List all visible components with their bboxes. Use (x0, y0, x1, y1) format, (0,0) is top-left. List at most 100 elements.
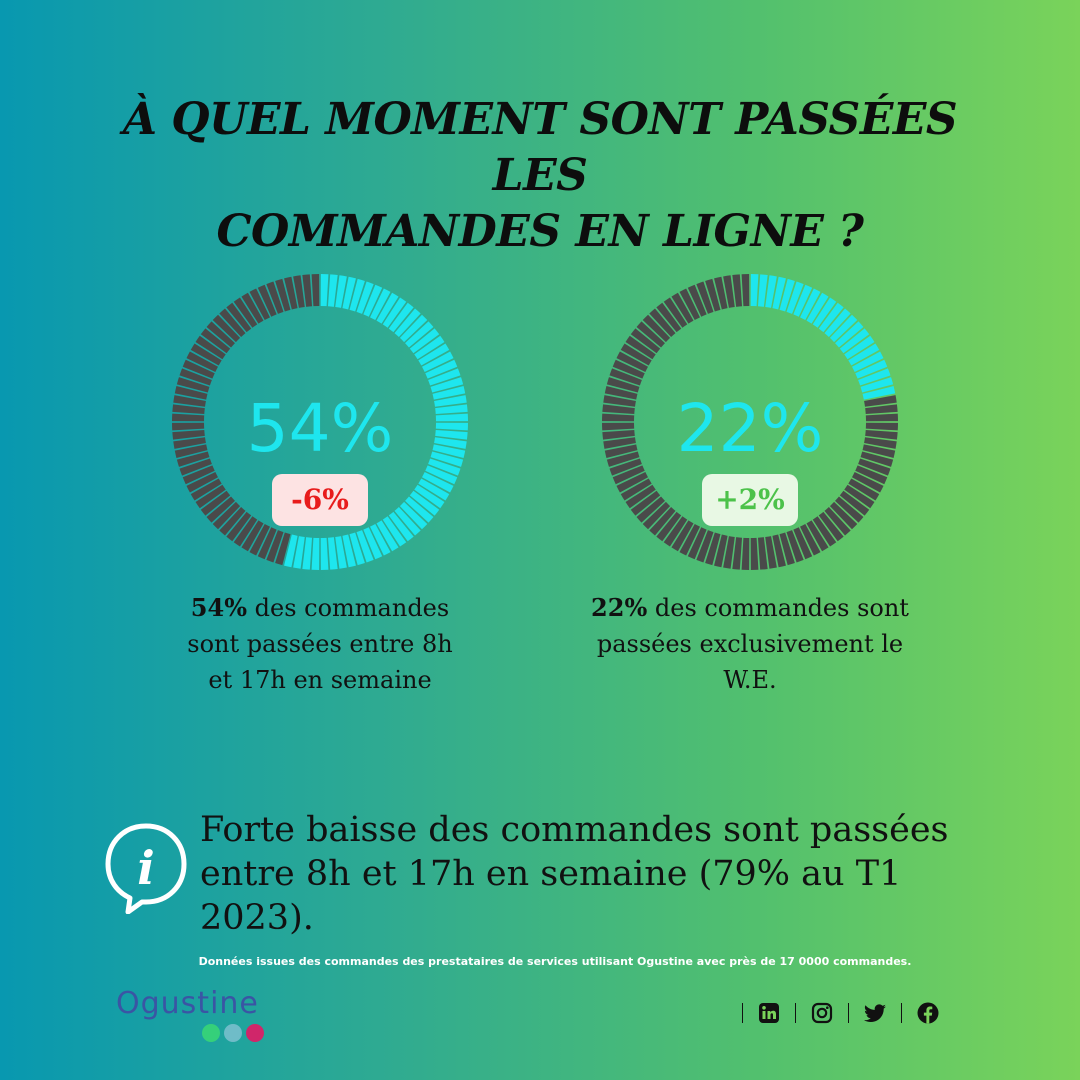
donut-svg-weekday (172, 274, 468, 570)
donut-segment-filled (335, 275, 347, 308)
donut-segment-filled (824, 308, 851, 337)
caption-weekend-text: des commandes sont passées exclusivement… (596, 594, 909, 694)
donut-segment-filled (418, 343, 450, 366)
donut-segment-filled (421, 351, 454, 372)
donut-segment-filled (349, 532, 365, 566)
linkedin-icon[interactable] (757, 1001, 781, 1025)
donut-segment-empty (173, 395, 206, 407)
donut-segment-filled (786, 281, 804, 314)
donut-segment-empty (625, 484, 656, 509)
donut-segment-empty (865, 404, 898, 415)
donut-segment-filled (806, 292, 829, 324)
donut-segment-empty (606, 377, 640, 393)
donut-segment-filled (428, 368, 461, 386)
donut-segment-empty (732, 274, 743, 307)
donut-segment-empty (757, 537, 768, 570)
donut-segment-empty (172, 429, 205, 440)
donut-segment-filled (434, 395, 467, 407)
donut-segment-filled (432, 386, 466, 400)
donut-segment-empty (671, 520, 694, 552)
donut-segment-empty (602, 429, 635, 440)
donut-segment-empty (612, 465, 645, 485)
donut-segment-empty (186, 472, 219, 493)
donut-segment-empty (818, 511, 844, 542)
donut-segment-empty (206, 496, 235, 523)
donut-segment-filled (327, 537, 338, 570)
donut-segment-empty (864, 395, 897, 407)
donut-segment-empty (636, 321, 665, 348)
donut-segment-empty (865, 429, 898, 440)
donut-segment-filled (862, 386, 896, 400)
donut-segment-empty (636, 496, 665, 523)
donut-segment-filled (765, 275, 777, 308)
donut-segment-filled (425, 465, 458, 485)
donut-segment-empty (249, 523, 270, 556)
brand-name: Ogustine (116, 986, 259, 1021)
donut-segment-empty (741, 537, 750, 570)
donut-segment-empty (723, 536, 735, 569)
donut-segment-filled (432, 444, 466, 458)
donut-segment-empty (848, 478, 880, 501)
donut-segment-empty (190, 478, 222, 501)
donut-segment-filled (409, 328, 440, 354)
donut-segment-filled (435, 422, 468, 431)
donut-segment-filled (750, 274, 759, 307)
donut-segment-filled (376, 520, 399, 552)
donut-segment-empty (800, 523, 821, 556)
brand-dot-magenta (246, 1024, 264, 1042)
donut-segment-empty (786, 530, 804, 563)
donut-segment-empty (656, 302, 682, 333)
donut-segment-filled (421, 472, 454, 493)
donut-segment-filled (382, 516, 407, 547)
donut-segment-empty (212, 501, 241, 530)
donut-segment-filled (860, 377, 894, 393)
divider (848, 1003, 849, 1023)
donut-segment-empty (663, 516, 688, 547)
facebook-icon[interactable] (916, 1001, 940, 1025)
donut-segment-empty (625, 335, 656, 360)
donut-segment-filled (851, 351, 884, 372)
donut-segment-empty (609, 368, 642, 386)
title-line-2: COMMANDES EN LIGNE ? (216, 206, 864, 257)
donut-segment-filled (779, 278, 795, 312)
donut-segment-empty (858, 458, 891, 476)
donut-segment-filled (388, 302, 414, 333)
donut-segment-empty (714, 534, 728, 568)
donut-segment-filled (812, 297, 837, 328)
donut-segment-filled (382, 297, 407, 328)
donut-segment-empty (241, 292, 264, 324)
donut-svg-weekend (602, 274, 898, 570)
donut-segment-empty (212, 314, 241, 343)
donut-segment-filled (844, 335, 875, 360)
donut-segment-empty (603, 395, 636, 407)
donut-segment-filled (428, 458, 461, 476)
donut-segment-empty (806, 520, 829, 552)
instagram-icon[interactable] (810, 1001, 834, 1025)
donut-segment-empty (723, 275, 735, 308)
donut-segment-empty (679, 288, 700, 321)
donut-segment-empty (630, 328, 661, 354)
donut-segment-filled (349, 278, 365, 312)
svg-text:i: i (137, 841, 154, 895)
donut-segment-empty (779, 532, 795, 566)
donut-segment-empty (656, 511, 682, 542)
donut-segment-empty (172, 413, 205, 422)
donut-segment-empty (696, 530, 714, 563)
donut-segment-empty (824, 507, 851, 536)
donut-segment-empty (851, 472, 884, 493)
donut-segment-empty (266, 530, 284, 563)
donut-segment-empty (195, 335, 226, 360)
donut-segment-empty (602, 413, 635, 422)
donut-chart-weekend: 22% +2% (600, 272, 900, 572)
change-badge-weekend: +2% (702, 474, 798, 526)
donut-segment-empty (604, 444, 638, 458)
donut-segment-empty (642, 314, 671, 343)
donut-segment-empty (200, 328, 231, 354)
donut-segment-filled (829, 314, 858, 343)
donut-segment-filled (800, 288, 821, 321)
twitter-icon[interactable] (863, 1001, 887, 1025)
donut-chart-weekday: 54% -6% (170, 272, 470, 572)
donut-segment-empty (241, 520, 264, 552)
donut-segment-empty (173, 437, 206, 449)
donut-segment-empty (705, 278, 721, 312)
